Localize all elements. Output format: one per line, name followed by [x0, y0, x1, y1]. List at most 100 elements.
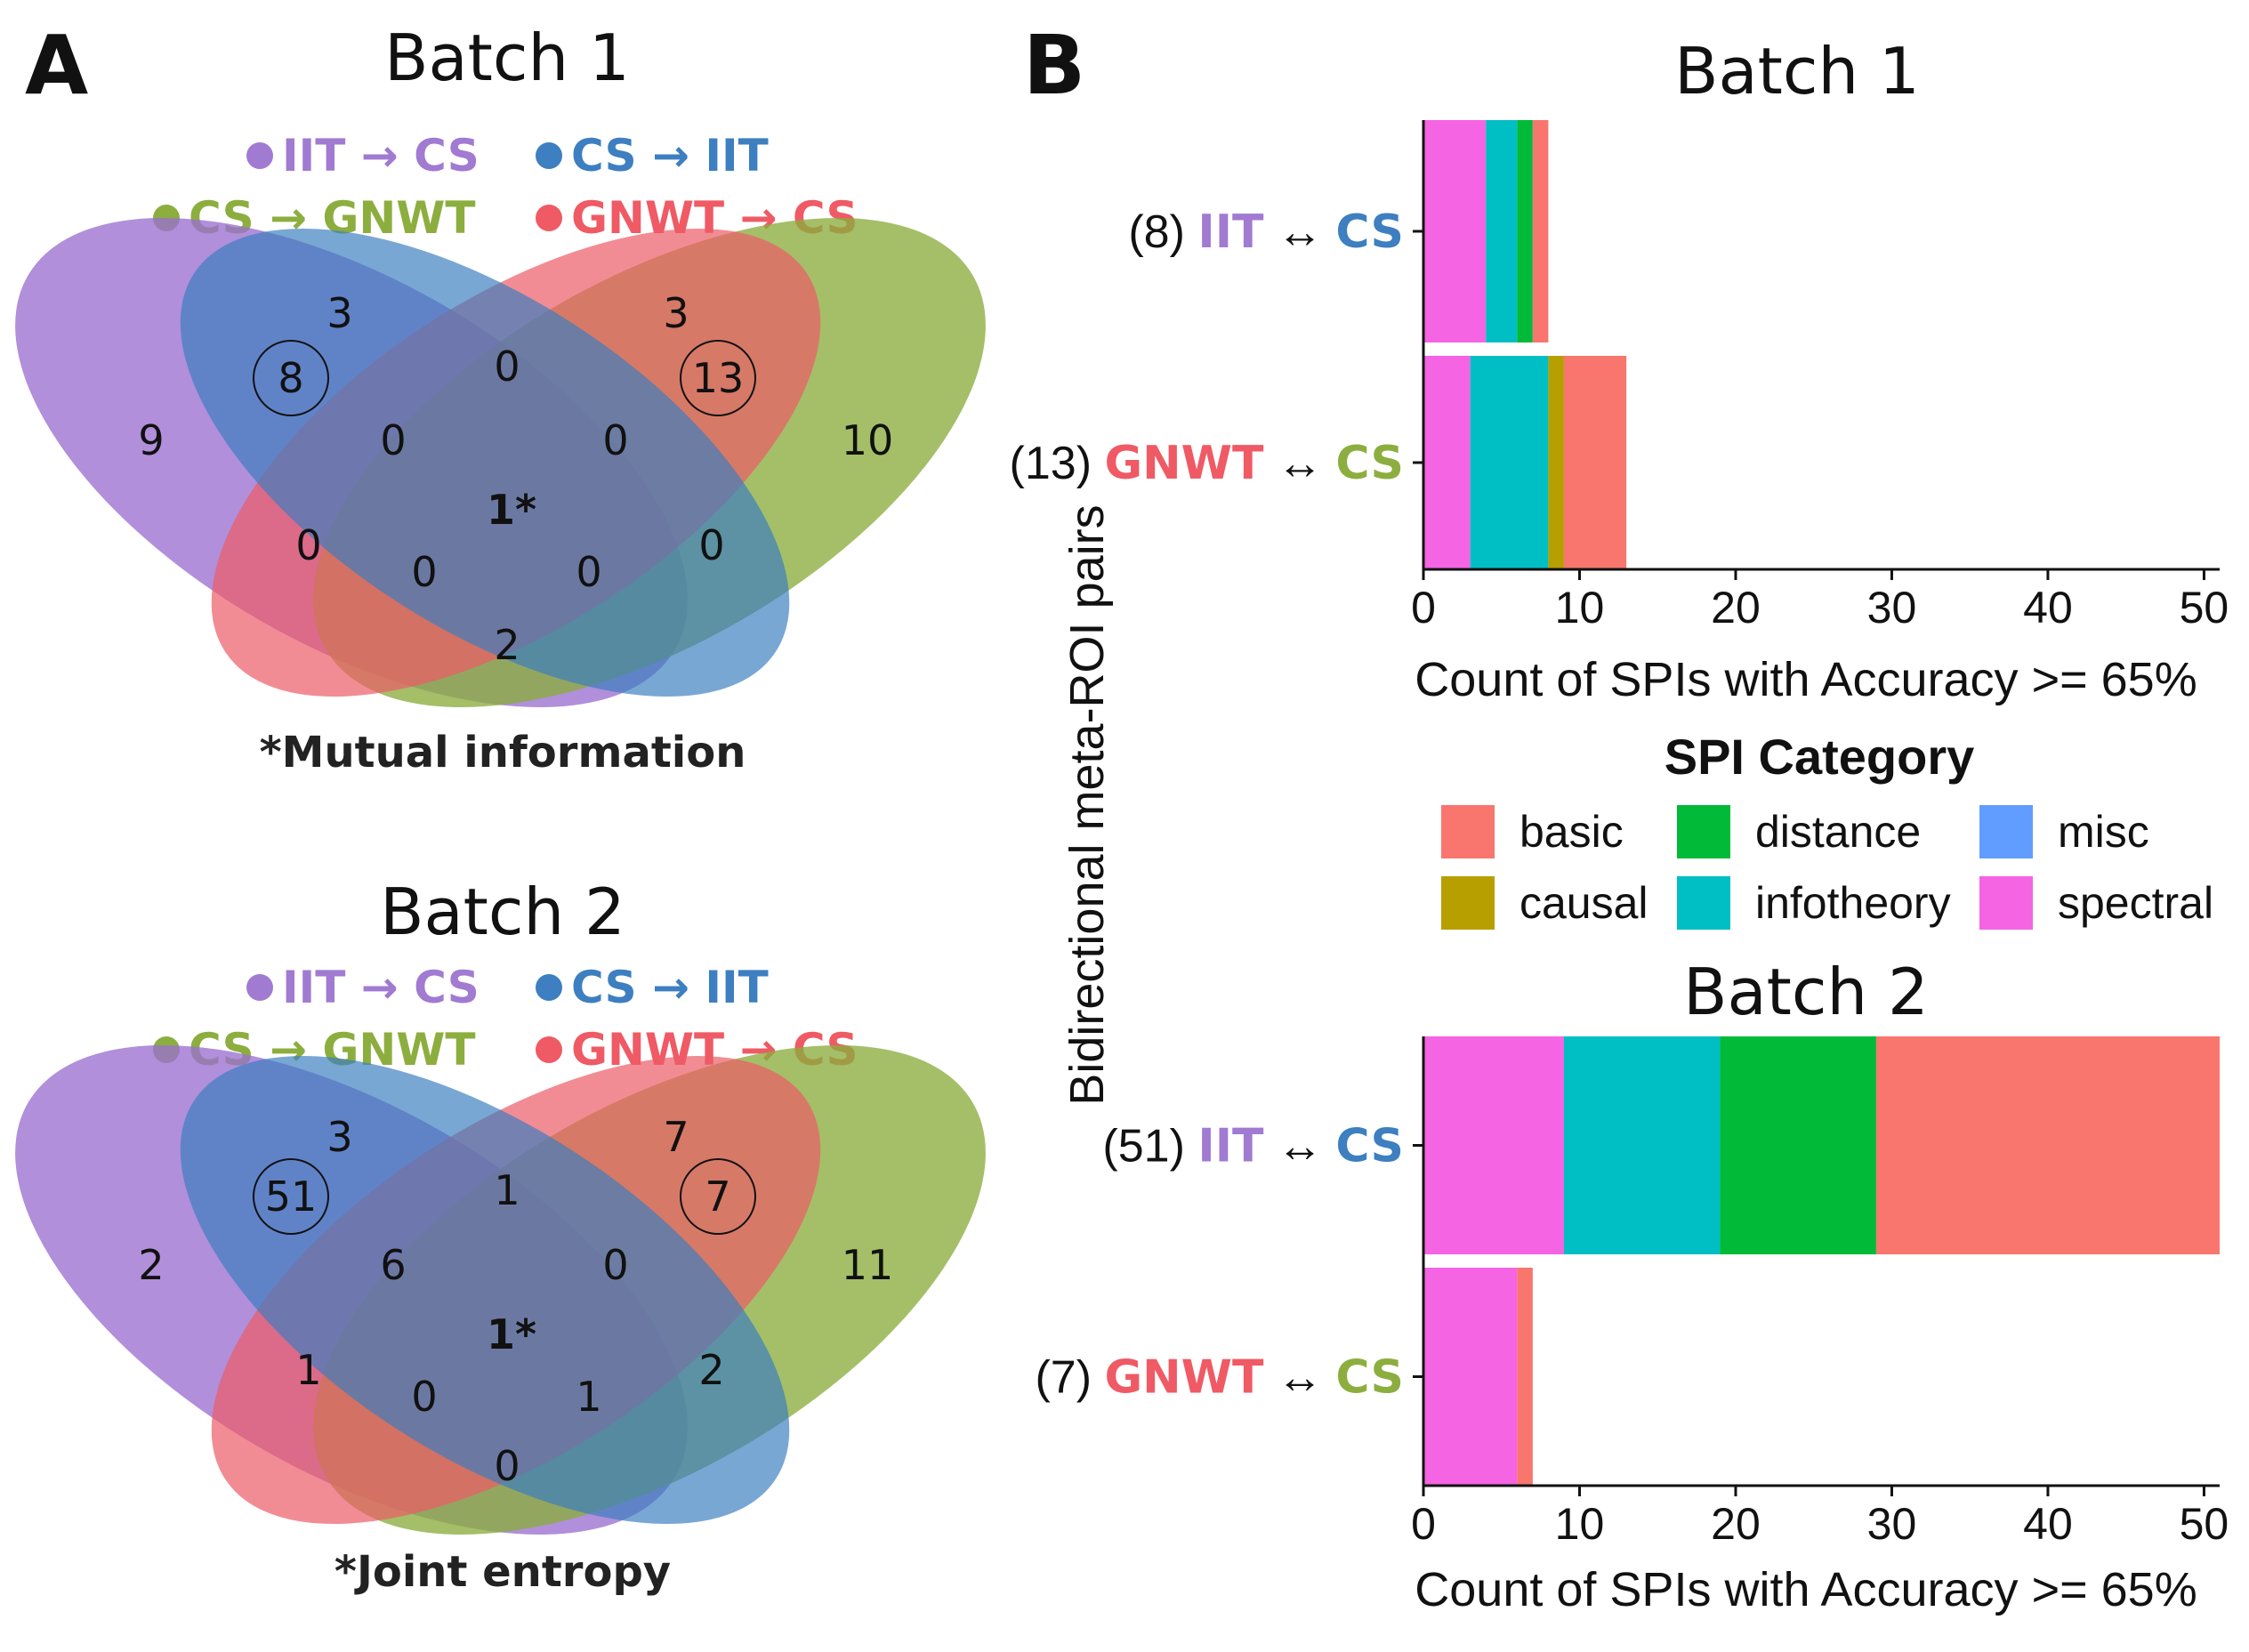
- legend-label-basic: basic: [1519, 807, 1624, 857]
- x-axis-label: Count of SPIs with Accuracy >= 65%: [1415, 653, 2197, 706]
- bar-chart-batch-1: Batch 1 0 10 20 30 40 50 (8) IIT ↔ CS (13) GN…: [1010, 34, 2229, 706]
- bar-segment-infotheory: [1470, 356, 1549, 569]
- venn-footnote: *Joint entropy: [335, 1547, 671, 1597]
- bar-segment-spectral: [1423, 120, 1487, 342]
- legend-label-spectral: spectral: [2058, 878, 2213, 928]
- legend-label-misc: misc: [2058, 807, 2149, 857]
- highlight-circle: [253, 340, 329, 416]
- x-tick-label: 40: [2023, 1499, 2073, 1549]
- venn-batch-1: Batch 1 IIT → CS CS → IIT CS → GNWT GNWT…: [15, 20, 986, 778]
- bar-segment-spectral: [1423, 1268, 1518, 1486]
- legend-label-cs-iit: CS → IIT: [571, 962, 769, 1013]
- venn-sets: [15, 218, 986, 707]
- region-count: 8: [278, 354, 303, 402]
- category-label-gnwt-cs: (13) GNWT ↔ CS: [1010, 437, 1404, 490]
- bar-segment-basic: [1517, 1268, 1533, 1486]
- legend-dot: [536, 142, 562, 169]
- region-count: 3: [326, 289, 352, 337]
- region-count: 0: [380, 416, 406, 464]
- legend-swatch-basic: [1441, 805, 1495, 858]
- region-count: 51: [265, 1173, 318, 1221]
- bar-segment-basic: [1532, 120, 1549, 342]
- bar-chart-batch-2: Batch 2 0 10 20 30 40 50 (51) IIT ↔ CS (7) GN…: [1035, 955, 2229, 1616]
- bar-segment-causal: [1548, 356, 1564, 569]
- region-count: 10: [842, 416, 894, 464]
- axes: 0 10 20 30 40 50: [1411, 120, 2229, 633]
- legend-dot: [536, 205, 562, 231]
- region-count: 1: [494, 1166, 520, 1214]
- chart-title: Batch 2: [1683, 955, 1929, 1029]
- venn-title: Batch 1: [384, 20, 630, 95]
- legend-dot: [246, 974, 273, 1001]
- legend-swatch-misc: [1979, 805, 2033, 858]
- x-tick-label: 40: [2023, 583, 2073, 633]
- region-count: 7: [663, 1113, 689, 1161]
- legend-dot: [536, 1036, 562, 1063]
- highlight-circle: [680, 340, 756, 416]
- region-count-all: 1*: [487, 1310, 536, 1358]
- region-count: 3: [326, 1113, 352, 1161]
- legend-swatch-causal: [1441, 876, 1495, 930]
- x-tick-label: 30: [1867, 1499, 1917, 1549]
- venn-sets: [15, 1045, 986, 1535]
- bar-segment-infotheory: [1486, 120, 1518, 342]
- legend-swatch-infotheory: [1677, 876, 1730, 930]
- x-tick-label: 10: [1555, 1499, 1605, 1549]
- bar-segment-spectral: [1423, 356, 1471, 569]
- bar-segment-spectral: [1423, 1036, 1564, 1254]
- axes: 0 10 20 30 40 50: [1411, 1036, 2229, 1549]
- x-tick-label: 30: [1867, 583, 1917, 633]
- shared-y-axis-label: Bidirectional meta-ROI pairs: [1060, 504, 1114, 1105]
- spi-category-legend: SPI Category basic distance misc causal info…: [1441, 729, 2213, 930]
- x-tick-label: 50: [2180, 1499, 2229, 1549]
- set-cs-iit: [180, 228, 790, 697]
- x-tick-label: 0: [1411, 1499, 1436, 1549]
- x-tick-label: 0: [1411, 583, 1436, 633]
- panel-label-a: A: [25, 18, 88, 113]
- region-count: 1: [576, 1373, 601, 1421]
- region-count: 1: [295, 1346, 321, 1394]
- region-count: 9: [138, 416, 164, 464]
- region-count: 13: [692, 354, 745, 402]
- legend-label-distance: distance: [1755, 807, 1921, 857]
- bar-segment-distance: [1517, 120, 1533, 342]
- region-count: 2: [138, 1241, 164, 1289]
- bar-segment-infotheory: [1563, 1036, 1721, 1254]
- region-count: 2: [698, 1346, 724, 1394]
- legend-label-iit-cs: IIT → CS: [282, 962, 480, 1013]
- region-count-all: 1*: [487, 486, 536, 534]
- region-count: 0: [698, 521, 724, 569]
- category-labels: (8) IIT ↔ CS (13) GNWT ↔ CS: [1010, 205, 1404, 490]
- highlight-circle: [253, 1158, 329, 1235]
- region-count: 0: [576, 548, 601, 596]
- category-label-gnwt-cs: (7) GNWT ↔ CS: [1035, 1351, 1404, 1405]
- legend-swatch-distance: [1677, 805, 1730, 858]
- legend-swatch-spectral: [1979, 876, 2033, 930]
- venn-footnote: *Mutual information: [260, 728, 746, 778]
- venn-batch-2: Batch 2 IIT → CS CS → IIT CS → GNWT GNWT…: [15, 874, 986, 1597]
- region-count: 7: [705, 1173, 730, 1221]
- x-tick-label: 20: [1711, 1499, 1761, 1549]
- region-count: 2: [494, 621, 520, 669]
- region-count: 0: [411, 548, 437, 596]
- region-count: 0: [494, 342, 520, 391]
- bar-segments: [1423, 1036, 2220, 1486]
- bar-segment-distance: [1720, 1036, 1876, 1254]
- panel-label-b: B: [1023, 18, 1085, 113]
- legend-title: SPI Category: [1665, 729, 1975, 785]
- category-label-iit-cs: (8) IIT ↔ CS: [1128, 205, 1404, 259]
- x-axis-label: Count of SPIs with Accuracy >= 65%: [1415, 1563, 2197, 1616]
- legend-label-causal: causal: [1519, 878, 1648, 928]
- region-count: 0: [295, 521, 321, 569]
- region-count: 11: [842, 1241, 894, 1289]
- legend-dot: [536, 974, 562, 1001]
- venn-title: Batch 2: [380, 874, 625, 949]
- highlight-circle: [680, 1158, 756, 1235]
- region-count: 6: [380, 1241, 406, 1289]
- legend-label-infotheory: infotheory: [1755, 878, 1951, 928]
- venn-counts: 9 3 3 10 8 13 0 0 0 0 0 0 0 2 1*: [138, 289, 893, 669]
- bar-segments: [1423, 120, 1627, 569]
- x-tick-label: 20: [1711, 583, 1761, 633]
- legend-dot: [246, 142, 273, 169]
